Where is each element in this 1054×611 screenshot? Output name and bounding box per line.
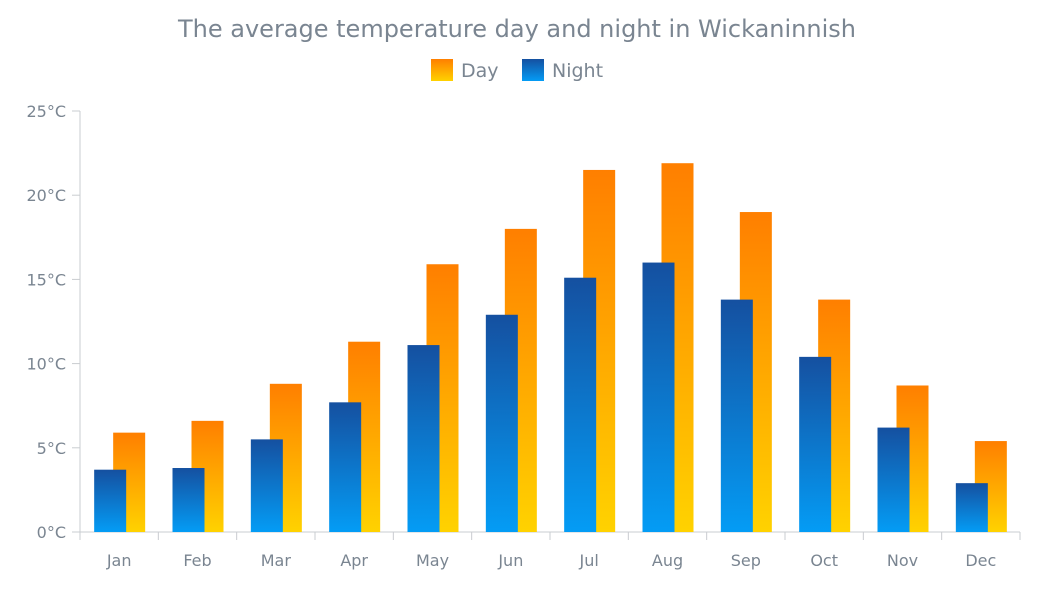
x-tick-label: May bbox=[416, 551, 449, 570]
x-axis: Jan Feb Mar Apr May Jun Jul Aug Sep Oct Nov Dec bbox=[79, 531, 1021, 570]
x-tick-label: Mar bbox=[261, 551, 292, 570]
y-tick-label: 10°C bbox=[26, 355, 66, 374]
x-tick-label: Oct bbox=[810, 551, 838, 570]
bar-night-feb[interactable] bbox=[172, 468, 205, 532]
x-tick-label: Jun bbox=[497, 551, 523, 570]
bars bbox=[94, 163, 1007, 533]
x-tick-label: Nov bbox=[887, 551, 918, 570]
bar-night-apr[interactable] bbox=[329, 402, 362, 532]
bar-night-jun[interactable] bbox=[485, 314, 518, 532]
bar-night-may[interactable] bbox=[407, 345, 440, 532]
y-axis: 0°C 5°C 10°C 15°C 20°C 25°C bbox=[26, 102, 81, 542]
bar-night-nov[interactable] bbox=[877, 427, 910, 532]
x-tick-label: Feb bbox=[183, 551, 211, 570]
x-tick-label: Dec bbox=[965, 551, 996, 570]
legend-swatch-night[interactable] bbox=[522, 59, 544, 81]
y-tick-label: 25°C bbox=[26, 102, 66, 121]
legend-label-day[interactable]: Day bbox=[461, 60, 499, 82]
x-tick-label: Apr bbox=[340, 551, 368, 570]
bar-night-jan[interactable] bbox=[94, 469, 127, 532]
y-tick-label: 5°C bbox=[37, 439, 66, 458]
bar-night-jul[interactable] bbox=[564, 277, 597, 532]
bar-night-dec[interactable] bbox=[955, 483, 988, 532]
y-tick-label: 15°C bbox=[26, 270, 66, 289]
x-tick-label: Aug bbox=[652, 551, 683, 570]
chart-title: The average temperature day and night in… bbox=[177, 15, 856, 43]
x-tick-label: Jul bbox=[579, 551, 599, 570]
legend: Day Night bbox=[431, 59, 603, 82]
legend-swatch-day[interactable] bbox=[431, 59, 453, 81]
y-tick-label: 0°C bbox=[37, 523, 66, 542]
x-tick-label: Jan bbox=[106, 551, 132, 570]
bar-night-mar[interactable] bbox=[250, 439, 283, 532]
bar-night-oct[interactable] bbox=[799, 356, 832, 532]
legend-label-night[interactable]: Night bbox=[552, 60, 603, 82]
bar-night-sep[interactable] bbox=[720, 299, 753, 532]
bar-night-aug[interactable] bbox=[642, 262, 675, 532]
x-tick-label: Sep bbox=[731, 551, 761, 570]
y-tick-label: 20°C bbox=[26, 186, 66, 205]
